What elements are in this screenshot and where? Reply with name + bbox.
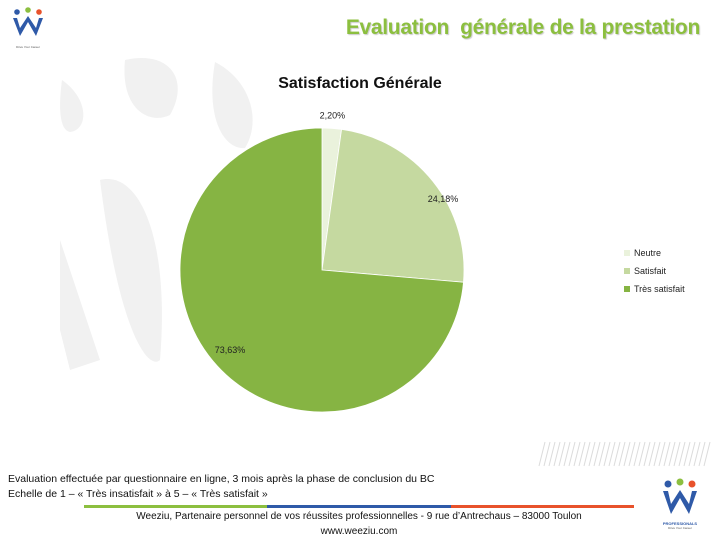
hatch-line bbox=[703, 441, 711, 467]
hatch-line bbox=[573, 441, 581, 467]
logo-mark bbox=[13, 7, 43, 36]
hatch-line bbox=[683, 441, 691, 467]
legend-label: Très satisfait bbox=[634, 284, 685, 294]
legend-swatch bbox=[624, 268, 630, 274]
hatch-line bbox=[653, 441, 661, 467]
hatch-line bbox=[638, 441, 646, 467]
legend-label: Neutre bbox=[634, 248, 662, 258]
footer-bar-green bbox=[84, 505, 268, 508]
company-logo: Drive Your Career bbox=[8, 6, 48, 49]
hatch-line bbox=[673, 441, 681, 467]
hatch-line bbox=[553, 441, 561, 467]
logo-tagline: Drive Your Career bbox=[668, 526, 692, 530]
watermark-shape bbox=[212, 62, 253, 149]
watermark-shape bbox=[60, 80, 84, 132]
hatch-line bbox=[583, 441, 591, 467]
scale-note: Echelle de 1 – « Très insatisfait » à 5 … bbox=[8, 488, 268, 500]
logo-tagline: Drive Your Career bbox=[16, 45, 40, 49]
data-label-neutre: 2,20% bbox=[320, 110, 346, 120]
hatch-line bbox=[548, 441, 556, 467]
hatch-line bbox=[588, 441, 596, 467]
hatch-line bbox=[658, 441, 666, 467]
hatch-decoration bbox=[538, 441, 711, 467]
hatch-line bbox=[663, 441, 671, 467]
footer-color-bar bbox=[84, 505, 634, 508]
pie-slice-tres-satisfait bbox=[179, 127, 464, 413]
pie-slice-satisfait bbox=[321, 128, 465, 283]
hatch-line bbox=[578, 441, 586, 467]
hatch-line bbox=[618, 441, 626, 467]
hatch-line bbox=[603, 441, 611, 467]
hatch-line bbox=[558, 441, 566, 467]
footer-website-link[interactable]: www.weeziu.com bbox=[320, 526, 398, 537]
footer-address: Weeziu, Partenaire personnel de vos réus… bbox=[136, 511, 582, 522]
logo-mark bbox=[663, 478, 697, 514]
footer-bar-orange bbox=[450, 505, 634, 508]
hatch-line bbox=[593, 441, 601, 467]
legend-swatch bbox=[624, 250, 630, 256]
hatch-line bbox=[668, 441, 676, 467]
chart-title: Satisfaction Générale bbox=[278, 75, 442, 92]
watermark-shape bbox=[60, 240, 100, 370]
hatch-line bbox=[633, 441, 641, 467]
legend-label: Satisfait bbox=[634, 266, 667, 276]
legend-item-tres-satisfait: Très satisfait bbox=[624, 280, 720, 298]
chart-legend: Neutre Satisfait Très satisfait bbox=[624, 244, 720, 298]
data-label-satisfait: 24,18% bbox=[428, 194, 459, 204]
legend-item-neutre: Neutre bbox=[624, 244, 720, 262]
hatch-line bbox=[563, 441, 571, 467]
hatch-line bbox=[693, 441, 701, 467]
hatch-line bbox=[608, 441, 616, 467]
watermark-shape bbox=[124, 58, 178, 118]
watermark-shape bbox=[100, 179, 162, 362]
hatch-line bbox=[568, 441, 576, 467]
hatch-line bbox=[543, 441, 551, 467]
legend-swatch bbox=[624, 286, 630, 292]
hatch-line bbox=[678, 441, 686, 467]
data-label-tres-satisfait: 73,63% bbox=[215, 345, 246, 355]
legend-item-satisfait: Satisfait bbox=[624, 262, 720, 280]
professionals-logo: PROFESSIONALS Drive Your Career bbox=[660, 478, 700, 530]
hatch-line bbox=[538, 441, 546, 467]
hatch-line bbox=[648, 441, 656, 467]
hatch-line bbox=[698, 441, 706, 467]
logo-professionals-label: PROFESSIONALS bbox=[662, 521, 698, 526]
footer-bar-blue bbox=[267, 505, 451, 508]
hatch-line bbox=[643, 441, 651, 467]
hatch-line bbox=[628, 441, 636, 467]
hatch-line bbox=[598, 441, 606, 467]
hatch-line bbox=[688, 441, 696, 467]
hatch-line bbox=[613, 441, 621, 467]
background-watermark bbox=[60, 58, 253, 370]
survey-note: Evaluation effectuée par questionnaire e… bbox=[8, 473, 435, 485]
slide-title: Evaluation générale de la prestation bbox=[345, 16, 700, 39]
hatch-line bbox=[623, 441, 631, 467]
